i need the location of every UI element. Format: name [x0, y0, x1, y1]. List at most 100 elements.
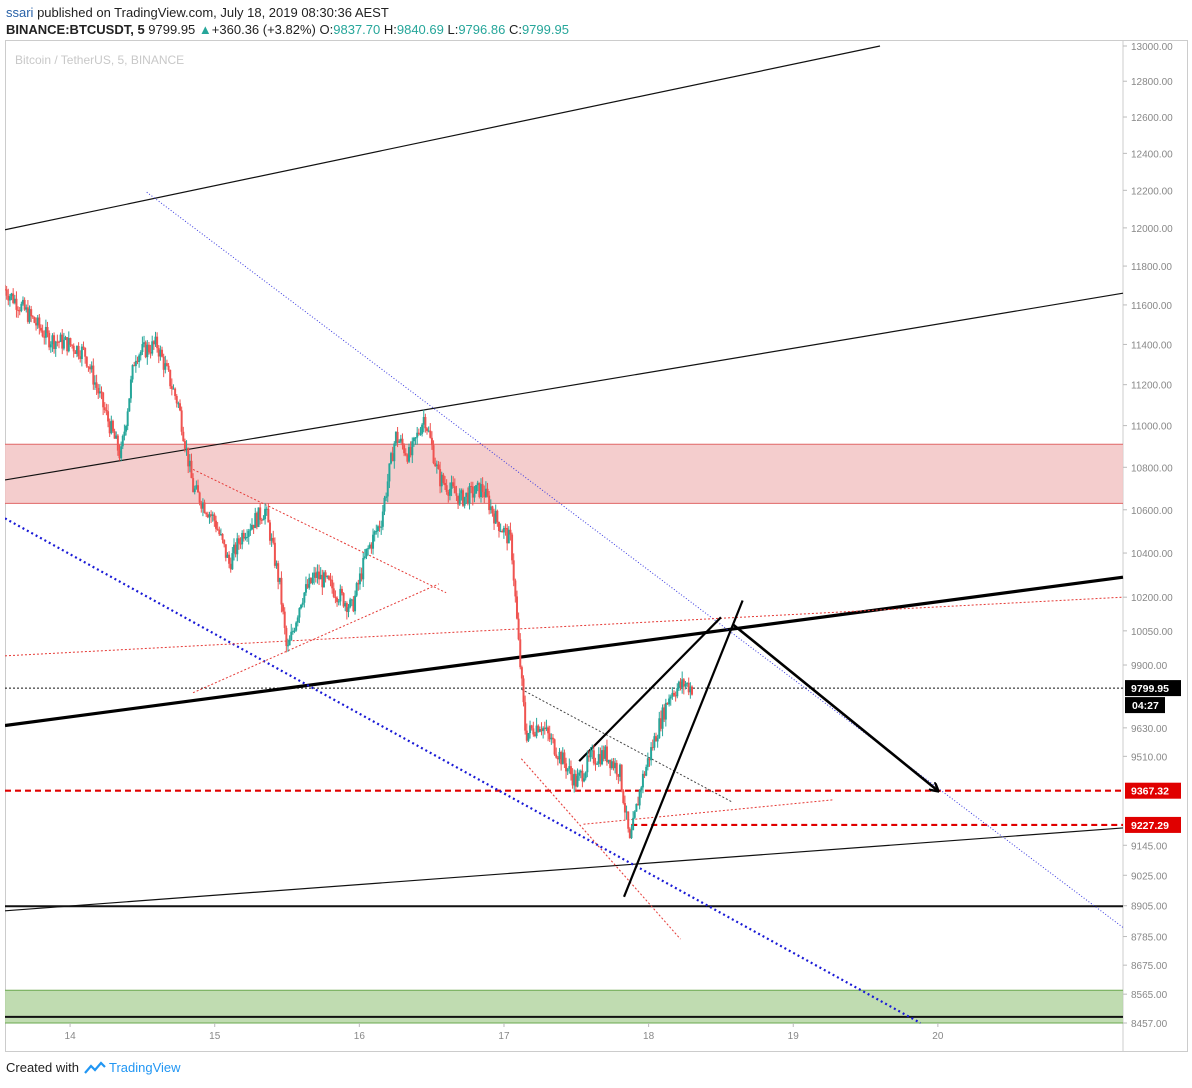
- candle-body: [183, 441, 186, 449]
- candle-body: [327, 576, 330, 580]
- chart-container[interactable]: 13000.00 12800.00 12600.00 12400.00 12200.00…: [4, 40, 1188, 1052]
- candle-body: [126, 411, 129, 427]
- candle-body: [666, 702, 669, 705]
- candle-body: [264, 508, 267, 520]
- y-tick-label: 13000.00: [1131, 42, 1173, 53]
- y-tick-label: 10800.00: [1131, 463, 1173, 474]
- y-tick-label: 9900.00: [1131, 661, 1168, 672]
- candle-body: [98, 391, 101, 394]
- ohlc-line: BINANCE:BTCUSDT, 5 9799.95 ▲+360.36 (+3.…: [6, 22, 569, 37]
- candle-body: [525, 730, 528, 741]
- low-value: 9796.86: [458, 22, 506, 37]
- author-name[interactable]: ssari: [6, 5, 34, 20]
- candle-body: [679, 681, 682, 688]
- candle-body: [527, 733, 530, 741]
- candle-body: [522, 678, 525, 703]
- candle-body: [236, 538, 239, 555]
- candle-body: [180, 410, 183, 432]
- y-tick-label: 11400.00: [1131, 340, 1172, 351]
- candle-body: [347, 607, 350, 612]
- candle-body: [484, 488, 487, 498]
- y-tick-label: 11000.00: [1131, 422, 1172, 433]
- candle-body: [494, 510, 497, 524]
- candle-body: [8, 296, 11, 301]
- candle-body: [129, 379, 132, 399]
- tradingview-brand: TradingView: [108, 1060, 181, 1075]
- candle-body: [62, 339, 65, 349]
- candle-body: [584, 772, 587, 779]
- price-chart[interactable]: 13000.00 12800.00 12600.00 12400.00 12200.00…: [4, 40, 1188, 1052]
- candle-body: [278, 577, 281, 582]
- candle-body: [637, 803, 640, 806]
- candle-body: [609, 759, 612, 769]
- y-tick-label: 10050.00: [1131, 627, 1173, 638]
- candle-body: [493, 513, 496, 524]
- candle-body: [404, 453, 407, 456]
- y-tick-label: 11200.00: [1131, 381, 1172, 392]
- tradingview-logo[interactable]: TradingView: [83, 1060, 181, 1075]
- candle-body: [367, 548, 370, 550]
- candle-body: [656, 738, 659, 742]
- candle-body: [597, 754, 600, 764]
- candle-body: [520, 667, 523, 679]
- candle-body: [591, 750, 594, 752]
- candle-body: [399, 438, 402, 442]
- y-tick-label: 8785.00: [1131, 933, 1168, 944]
- candle-body: [46, 326, 49, 333]
- candle-body: [345, 603, 348, 612]
- last-price: 9799.95: [148, 22, 196, 37]
- candle-body: [270, 537, 273, 541]
- candle-body: [267, 508, 270, 523]
- candle-body: [450, 482, 453, 490]
- candle-body: [66, 337, 69, 352]
- high-value: 9840.69: [396, 22, 444, 37]
- candle-body: [614, 762, 617, 769]
- candle-body: [64, 337, 67, 340]
- candle-body: [426, 428, 429, 431]
- candle-body: [291, 631, 294, 633]
- candle-body: [31, 316, 34, 318]
- candle-body: [560, 751, 563, 765]
- candle-body: [44, 326, 47, 338]
- candle-body: [489, 506, 492, 511]
- wedge-lower: [623, 600, 744, 898]
- candle-body: [653, 736, 656, 748]
- tradingview-cloud-icon: [84, 1060, 106, 1074]
- candle-body: [71, 344, 74, 346]
- blue-descending: [4, 517, 922, 1024]
- candle-body: [669, 696, 672, 699]
- candle-body: [177, 403, 180, 405]
- candle-body: [676, 688, 679, 697]
- candle-body: [448, 489, 451, 496]
- candle-body: [594, 763, 597, 765]
- candle-body: [272, 537, 275, 543]
- candle-body: [393, 443, 396, 462]
- candle-body: [519, 639, 522, 668]
- candle-body: [57, 341, 60, 343]
- candle-body: [5, 289, 8, 296]
- candle-body: [290, 631, 293, 641]
- candle-body: [396, 431, 399, 443]
- candle-body: [664, 702, 667, 720]
- candle-body: [458, 493, 461, 505]
- candle-body: [219, 533, 222, 535]
- candle-body: [668, 698, 671, 705]
- candle-body: [468, 485, 471, 504]
- candle-body: [650, 747, 653, 761]
- candle-body: [483, 491, 486, 498]
- open-label: O:: [319, 22, 334, 37]
- candle-body: [416, 432, 419, 438]
- candle-body: [188, 460, 191, 467]
- candle-body: [545, 727, 548, 730]
- price-label: 9367.32: [1131, 786, 1169, 798]
- candle-body: [586, 755, 589, 773]
- candle-body: [157, 348, 160, 357]
- candle-body: [432, 445, 435, 464]
- candle-body: [681, 679, 684, 688]
- candle-body: [125, 426, 128, 432]
- candle-body: [368, 544, 371, 549]
- candle-body: [633, 811, 636, 818]
- candle-body: [355, 583, 358, 596]
- candle-body: [162, 356, 165, 370]
- candle-body: [72, 345, 75, 352]
